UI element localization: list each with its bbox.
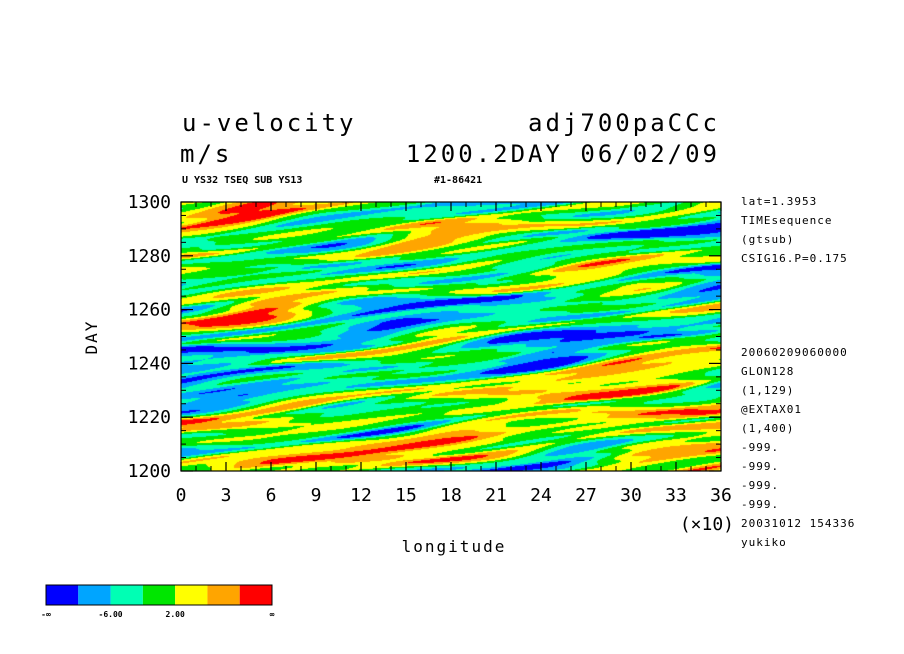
side-info-bottom: 20060209060000 GLON128 (1,129) @EXTAX01 (1,4… [741, 346, 855, 549]
x-tick-label: 33 [665, 485, 687, 506]
colorbar-swatch [239, 585, 272, 605]
colorbar-label: 2.00 [166, 610, 185, 619]
y-tick-label: 1240 [128, 353, 171, 374]
side-info-line: (gtsub) [741, 233, 794, 246]
time-label: 1200.2DAY 06/02/09 [406, 140, 720, 168]
side-info-line: @EXTAX01 [741, 403, 802, 416]
side-info-line: lat=1.3953 [741, 195, 817, 208]
x-tick-label: 27 [575, 485, 597, 506]
colorbar-swatch [110, 585, 143, 605]
y-tick-label: 1300 [128, 192, 171, 213]
side-info-line: -999. [741, 441, 779, 454]
x-tick-label: 6 [266, 485, 277, 506]
x-tick-label: 0 [176, 485, 187, 506]
side-info-line: -999. [741, 479, 779, 492]
side-info-line: 20031012 154336 [741, 517, 855, 530]
chart-title: u-velocity [182, 109, 357, 137]
x-tick-label: 18 [440, 485, 462, 506]
colorbar-swatch [78, 585, 111, 605]
x-tick-label: 3 [221, 485, 232, 506]
colorbar-swatch [46, 585, 79, 605]
y-tick-label: 1260 [128, 300, 171, 321]
sub-right-label: #1-86421 [434, 175, 482, 186]
x-tick-label: 30 [620, 485, 642, 506]
heatmap-field [181, 202, 721, 471]
side-info-top: lat=1.3953 TIMEsequence (gtsub) CSIG16.P=0.… [741, 195, 848, 265]
sub-left-label: U YS32 TSEQ SUB YS13 [182, 175, 302, 186]
x-tick-label: 15 [395, 485, 417, 506]
heatmap-image [181, 202, 721, 471]
side-info-line: TIMEsequence [741, 214, 832, 227]
colorbar-swatch [207, 585, 240, 605]
side-info-line: (1,400) [741, 422, 794, 435]
side-info-line: (1,129) [741, 384, 794, 397]
colorbar-frame [45, 584, 273, 606]
run-id: adj700paCCc [528, 109, 720, 137]
x-tick-label: 9 [311, 485, 322, 506]
side-info-line: -999. [741, 460, 779, 473]
y-tick-label: 1220 [128, 407, 171, 428]
colorbar-label: -∞ [41, 610, 51, 619]
x-tick-label: 24 [530, 485, 552, 506]
colorbar-label: ∞ [270, 610, 275, 619]
x-axis: 0 3 6 9 12 15 18 21 24 27 30 33 36 [176, 202, 732, 506]
x-axis-label: longitude [402, 537, 507, 556]
colorbar-swatch [175, 585, 208, 605]
x-tick-label: 21 [485, 485, 507, 506]
colorbar-label: -6.00 [99, 610, 123, 619]
side-info-line: yukiko [741, 536, 787, 549]
x-tick-label: 12 [350, 485, 372, 506]
y-axis: 1200 1220 1240 1260 1280 1300 [128, 192, 721, 482]
side-info-line: CSIG16.P=0.175 [741, 252, 848, 265]
y-tick-label: 1200 [128, 461, 171, 482]
y-tick-label: 1280 [128, 246, 171, 267]
y-axis-label: DAY [82, 320, 101, 355]
x-multiplier-label: (×10) [680, 514, 734, 535]
colorbar: -∞ -6.00 2.00 ∞ [41, 584, 275, 619]
side-info-line: GLON128 [741, 365, 794, 378]
side-info-line: 20060209060000 [741, 346, 848, 359]
units-label: m/s [180, 140, 232, 168]
x-tick-label: 36 [710, 485, 732, 506]
side-info-line: -999. [741, 498, 779, 511]
colorbar-swatch [142, 585, 176, 605]
